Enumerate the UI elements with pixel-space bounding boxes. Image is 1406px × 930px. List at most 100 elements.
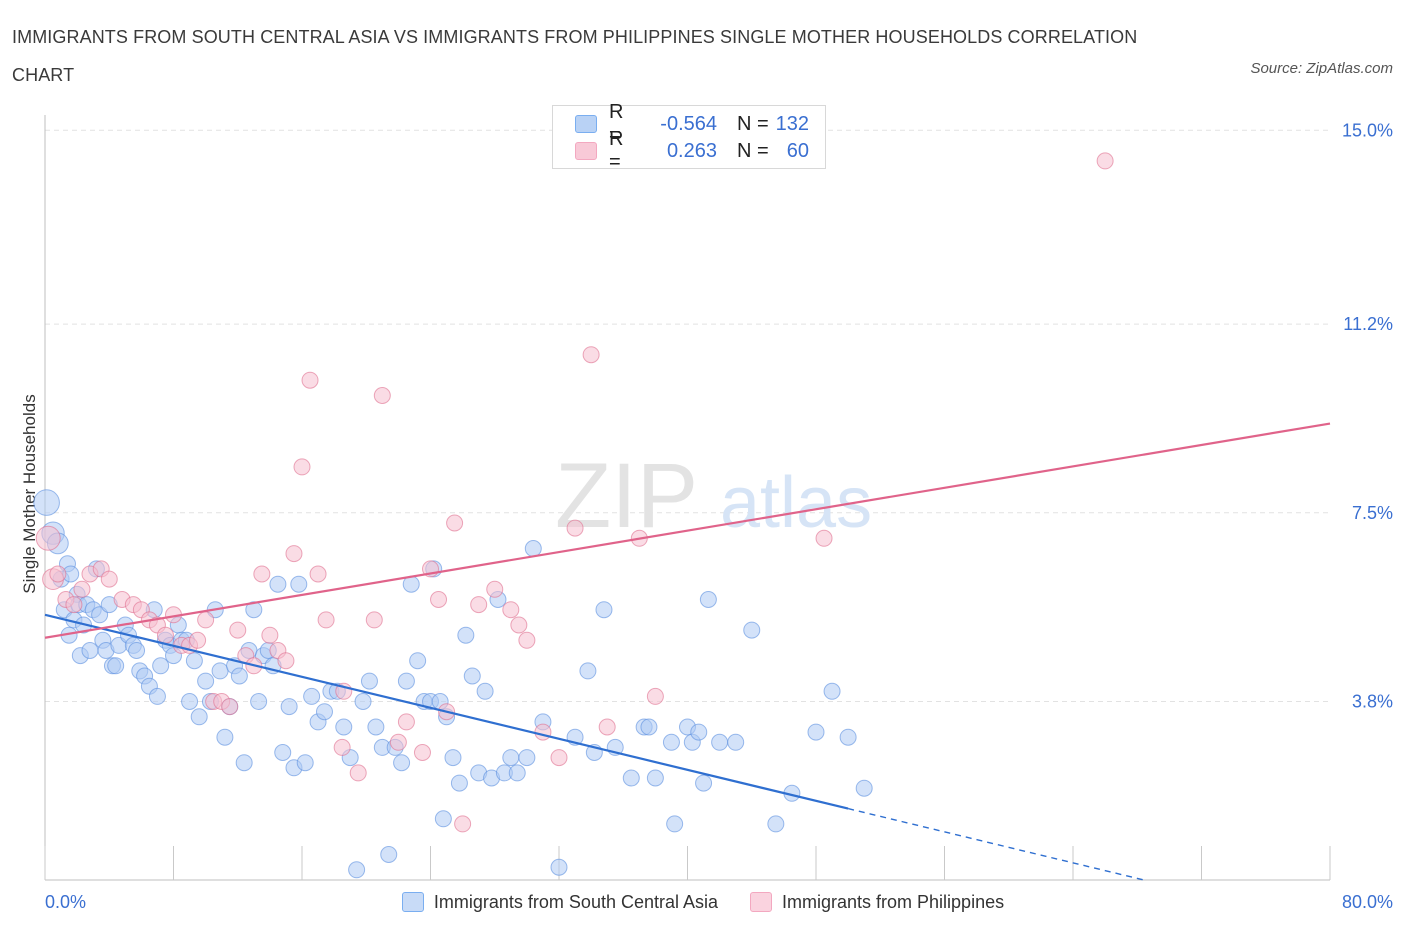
data-point xyxy=(389,733,407,751)
data-point xyxy=(128,642,146,659)
series-south-central-asia xyxy=(33,489,873,879)
data-point xyxy=(235,754,253,772)
data-point xyxy=(277,652,295,670)
data-point xyxy=(508,764,526,782)
stats-row-philippines: R = 0.263 N = 60 xyxy=(575,128,809,173)
data-point xyxy=(476,682,494,700)
n-label: N = xyxy=(737,112,769,135)
data-point xyxy=(711,733,729,751)
data-point xyxy=(640,718,658,736)
legend-item-south-central-asia[interactable]: Immigrants from South Central Asia xyxy=(401,891,719,913)
data-point xyxy=(293,458,311,476)
data-point xyxy=(317,611,335,629)
data-point xyxy=(211,662,229,680)
data-point xyxy=(579,662,597,680)
data-point xyxy=(245,601,263,619)
series-legend: Immigrants from South Central Asia Immig… xyxy=(0,889,1406,915)
data-point xyxy=(185,652,203,670)
data-point xyxy=(450,774,468,792)
gridlines xyxy=(45,129,1330,702)
data-point xyxy=(550,749,568,767)
data-point xyxy=(454,815,472,833)
data-point xyxy=(397,713,415,731)
data-point xyxy=(280,698,298,716)
data-point xyxy=(373,387,391,404)
data-point xyxy=(269,575,287,593)
legend-swatch-philippines xyxy=(750,892,773,912)
data-point xyxy=(502,749,520,767)
data-point xyxy=(690,723,708,741)
data-point xyxy=(285,545,303,563)
data-points xyxy=(33,137,1114,879)
data-point xyxy=(646,769,664,787)
swatch-philippines xyxy=(575,142,597,160)
data-point xyxy=(855,779,873,797)
data-point xyxy=(290,575,308,593)
data-point xyxy=(189,631,207,649)
data-point xyxy=(430,591,448,608)
data-point xyxy=(250,693,268,710)
trend-extension-south-central-asia xyxy=(847,807,1145,881)
data-point xyxy=(524,540,542,557)
data-point xyxy=(470,596,488,614)
data-point xyxy=(397,672,415,690)
legend-item-philippines[interactable]: Immigrants from Philippines xyxy=(750,892,1004,913)
trend-line-philippines xyxy=(44,422,1331,639)
data-point xyxy=(743,621,761,639)
data-point xyxy=(662,733,680,751)
data-point xyxy=(518,749,536,767)
r-label: R = xyxy=(609,101,624,146)
data-point xyxy=(229,621,247,639)
data-point xyxy=(230,667,248,685)
data-point xyxy=(197,611,215,629)
tick-labels: 3.8% 7.5% 11.2% 15.0% 0.0% 80.0% xyxy=(45,120,1393,912)
n-value: 60 xyxy=(786,139,809,162)
data-point xyxy=(409,652,427,670)
y-tick-label: 11.2% xyxy=(1343,314,1393,334)
data-point xyxy=(274,744,292,761)
data-point xyxy=(349,764,367,782)
data-point xyxy=(510,616,528,634)
y-tick-label: 7.5% xyxy=(1352,503,1393,523)
data-point xyxy=(622,769,640,787)
data-point xyxy=(190,708,208,726)
data-point xyxy=(301,371,319,389)
data-point xyxy=(216,728,234,746)
data-point xyxy=(107,657,125,675)
data-point xyxy=(486,580,504,598)
data-point xyxy=(333,738,351,756)
data-point xyxy=(197,672,215,690)
data-point xyxy=(33,489,60,516)
legend-label-south-central-asia: Immigrants from South Central Asia xyxy=(433,891,719,912)
y-tick-label: 15.0% xyxy=(1342,120,1393,140)
r-label: R = xyxy=(609,128,624,173)
data-point xyxy=(348,861,366,879)
data-point xyxy=(598,718,616,736)
data-point xyxy=(463,667,481,685)
trend-lines xyxy=(44,422,1331,881)
data-point xyxy=(767,815,785,833)
data-point xyxy=(807,723,825,741)
data-point xyxy=(550,858,568,876)
data-point xyxy=(434,810,452,828)
data-point xyxy=(823,682,841,700)
data-point xyxy=(335,718,353,736)
data-point xyxy=(354,693,372,710)
data-point xyxy=(365,611,383,629)
data-point xyxy=(73,580,91,598)
data-point xyxy=(646,687,664,705)
legend-label-philippines: Immigrants from Philippines xyxy=(782,891,1005,912)
data-point xyxy=(296,754,314,772)
data-point xyxy=(444,749,462,767)
r-value: -0.564 xyxy=(660,112,717,135)
data-point xyxy=(35,525,61,551)
data-point xyxy=(380,846,398,863)
data-point xyxy=(303,687,321,705)
x-tick-label-min: 0.0% xyxy=(45,892,86,912)
stats-row-south-central-asia: R = -0.564 N = 132 xyxy=(575,101,809,146)
data-point xyxy=(727,733,745,751)
x-tick-label-max: 80.0% xyxy=(1342,892,1393,912)
data-point xyxy=(1096,152,1114,170)
data-point xyxy=(595,601,613,619)
